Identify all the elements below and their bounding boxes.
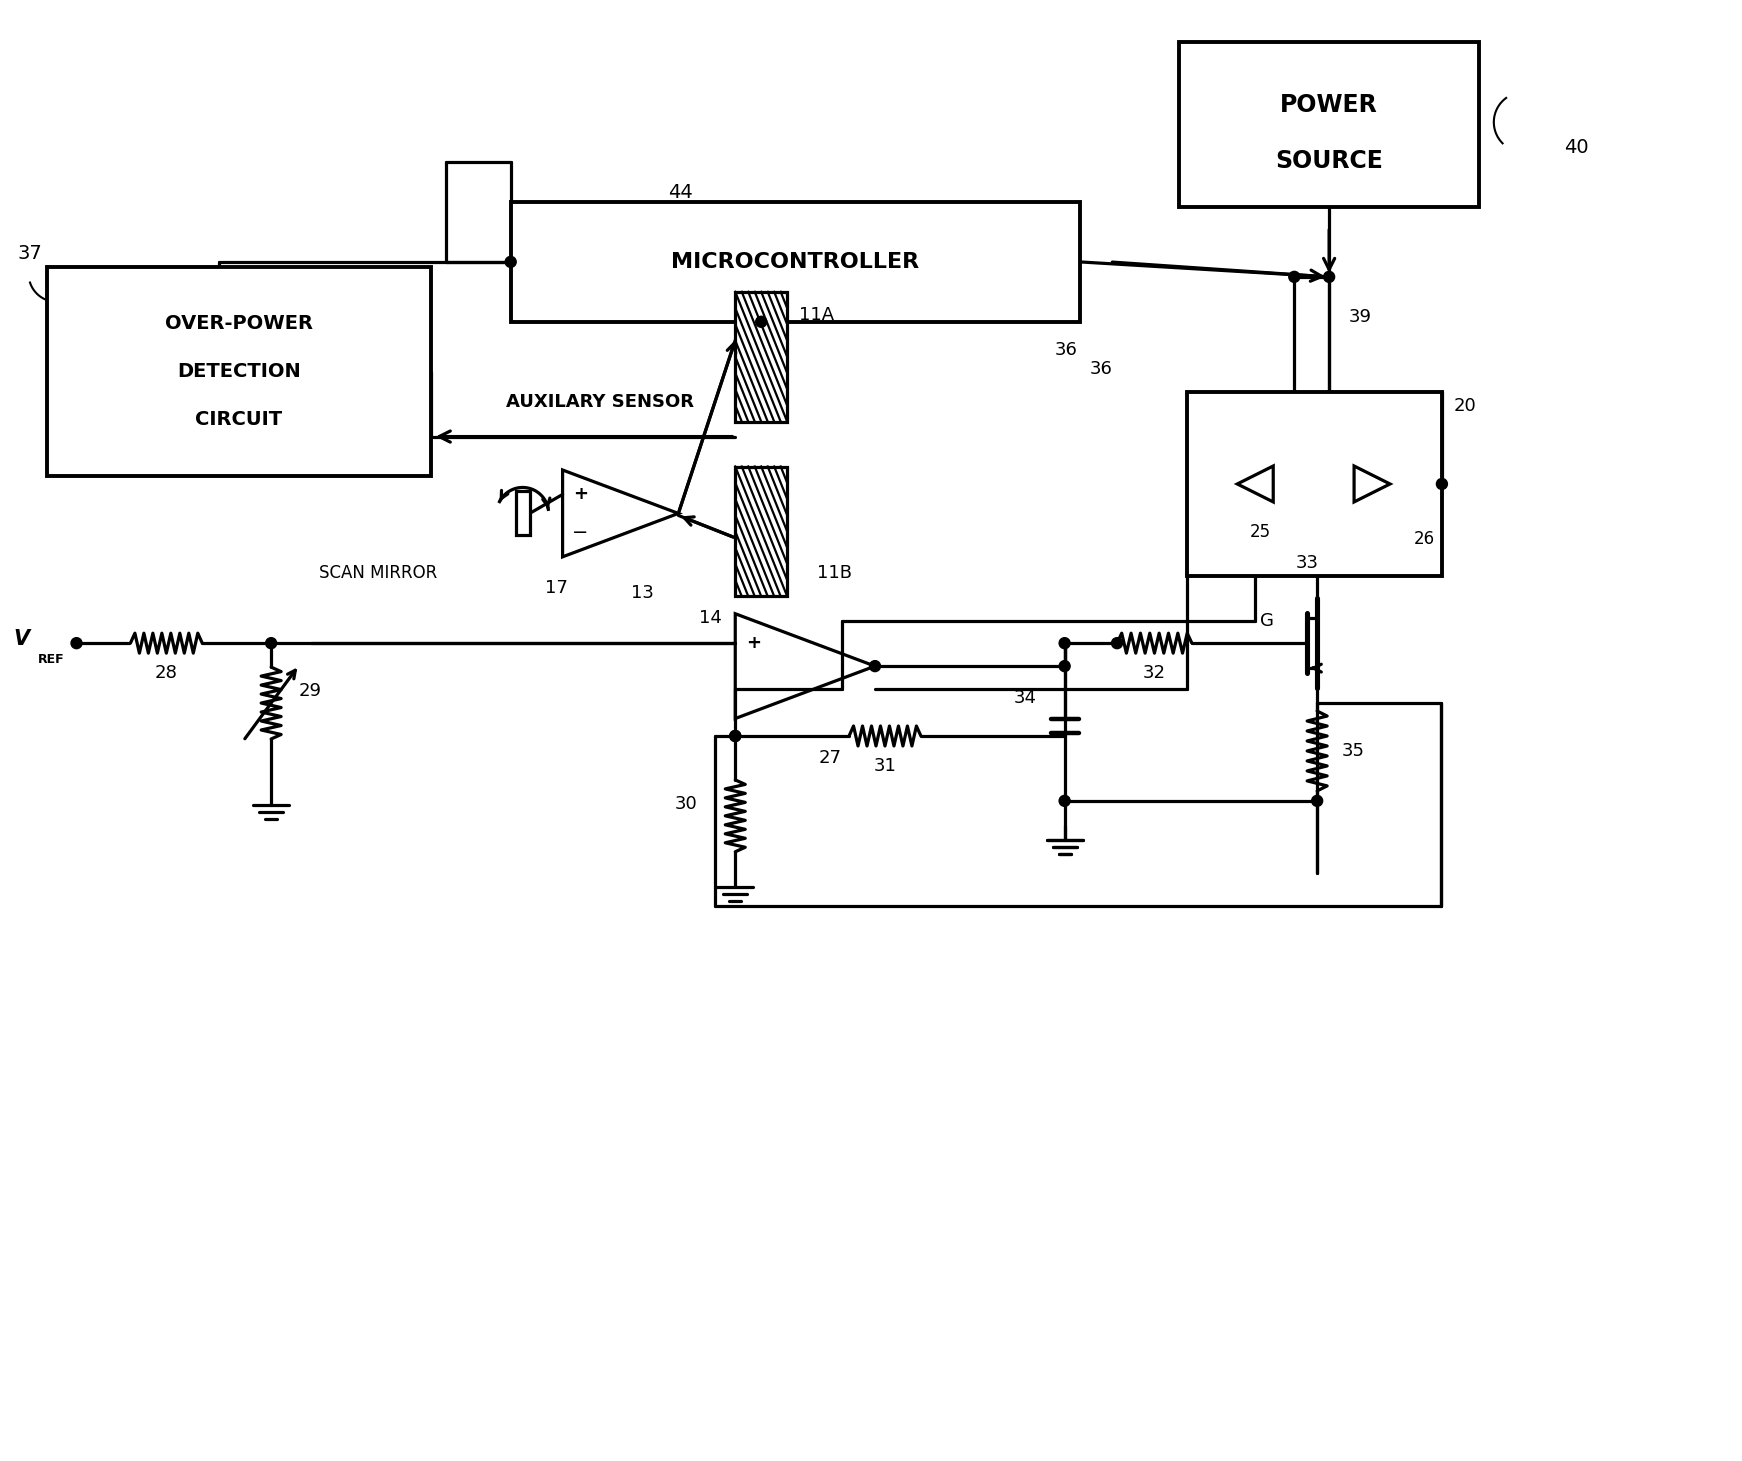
Text: 17: 17 xyxy=(545,579,568,598)
Circle shape xyxy=(505,256,516,267)
Bar xyxy=(510,202,1080,321)
Text: 29: 29 xyxy=(300,682,322,700)
Text: AUXILARY SENSOR: AUXILARY SENSOR xyxy=(505,393,693,411)
Circle shape xyxy=(1289,272,1300,282)
Circle shape xyxy=(265,637,277,649)
Text: 11A: 11A xyxy=(800,307,834,324)
Circle shape xyxy=(756,316,766,327)
Circle shape xyxy=(1437,479,1448,489)
Text: 39: 39 xyxy=(1348,308,1373,326)
Text: 36: 36 xyxy=(1089,359,1113,378)
Text: 27: 27 xyxy=(819,749,841,767)
Text: MICROCONTROLLER: MICROCONTROLLER xyxy=(671,251,920,272)
Text: 33: 33 xyxy=(1296,554,1319,573)
Text: 35: 35 xyxy=(1341,742,1366,760)
Text: 13: 13 xyxy=(631,584,653,602)
Text: 25: 25 xyxy=(1249,523,1272,541)
Text: DETECTION: DETECTION xyxy=(178,362,301,381)
Text: OVER-POWER: OVER-POWER xyxy=(165,314,314,333)
Bar xyxy=(516,491,530,535)
Circle shape xyxy=(730,730,740,742)
Text: REF: REF xyxy=(38,653,64,666)
Text: 11B: 11B xyxy=(817,564,852,581)
Text: 28: 28 xyxy=(155,665,178,682)
Text: SCAN MIRROR: SCAN MIRROR xyxy=(319,564,437,583)
Text: 37: 37 xyxy=(17,244,42,263)
Text: −: − xyxy=(573,523,589,542)
Text: 32: 32 xyxy=(1143,665,1165,682)
Text: 36: 36 xyxy=(1054,340,1078,359)
Circle shape xyxy=(1059,795,1070,806)
Circle shape xyxy=(1111,637,1122,649)
Text: 31: 31 xyxy=(873,757,897,774)
Circle shape xyxy=(1324,272,1334,282)
Text: V: V xyxy=(14,630,30,649)
Text: 14: 14 xyxy=(699,609,721,627)
Text: −: − xyxy=(746,679,761,698)
Circle shape xyxy=(1312,795,1322,806)
Bar xyxy=(47,267,430,476)
Text: G: G xyxy=(1261,612,1273,630)
Bar xyxy=(1188,392,1442,576)
Circle shape xyxy=(1059,637,1070,649)
Text: 20: 20 xyxy=(1455,396,1477,415)
Text: +: + xyxy=(746,634,761,652)
Bar xyxy=(735,292,787,422)
Text: 34: 34 xyxy=(1014,690,1036,707)
Circle shape xyxy=(1059,660,1070,672)
Circle shape xyxy=(869,660,880,672)
Bar xyxy=(1179,42,1479,207)
Circle shape xyxy=(730,730,740,742)
Text: 30: 30 xyxy=(674,795,697,812)
Circle shape xyxy=(71,637,82,649)
Text: CIRCUIT: CIRCUIT xyxy=(195,411,282,430)
Bar xyxy=(735,466,787,596)
Text: 44: 44 xyxy=(667,183,693,202)
Text: SOURCE: SOURCE xyxy=(1275,149,1383,172)
Text: 40: 40 xyxy=(1564,137,1589,156)
Text: POWER: POWER xyxy=(1280,94,1378,117)
Text: 26: 26 xyxy=(1413,530,1434,548)
Text: +: + xyxy=(573,485,589,503)
